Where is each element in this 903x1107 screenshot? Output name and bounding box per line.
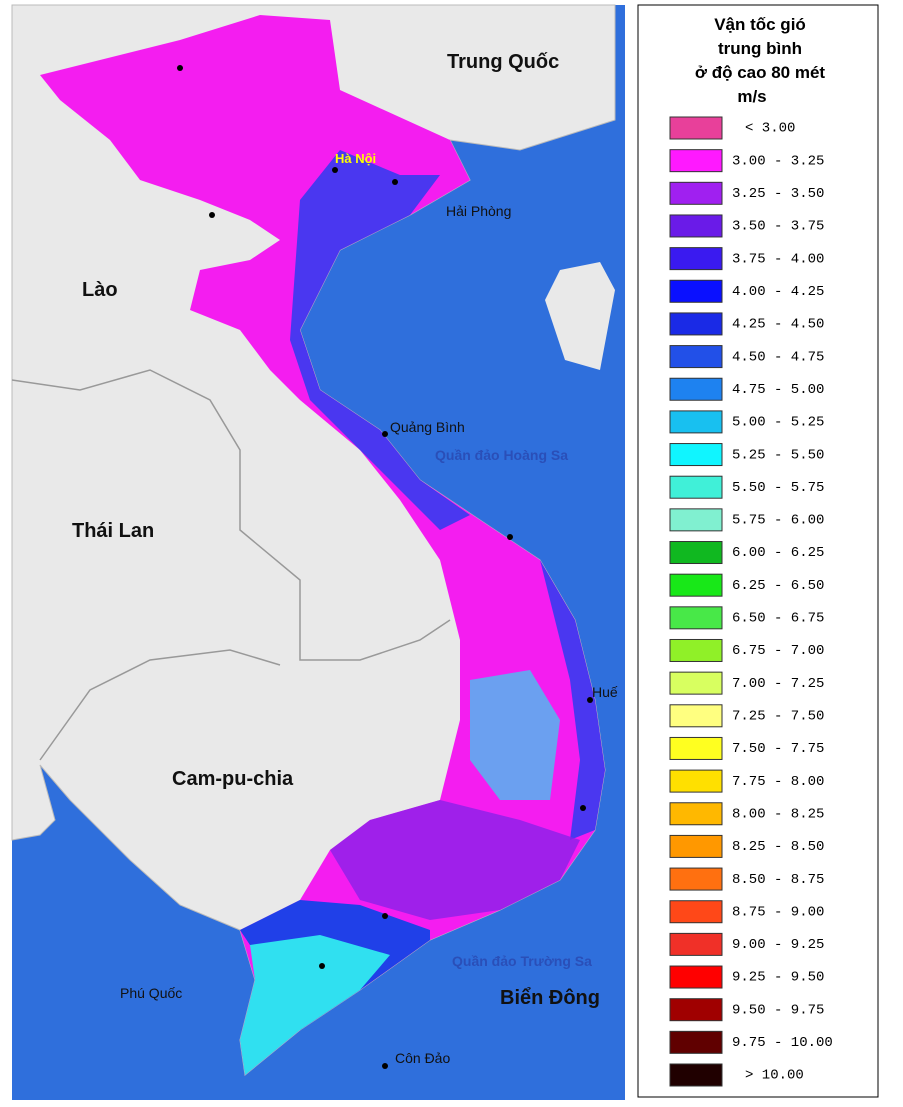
legend: Vận tốc gió trung bình ở độ cao 80 mét m… (637, 4, 879, 1098)
legend-label: 3.50 - 3.75 (732, 219, 824, 235)
legend-swatch (669, 410, 723, 434)
legend-label: 9.75 - 10.00 (732, 1035, 833, 1051)
hainan (545, 262, 615, 370)
legend-label: 7.75 - 8.00 (732, 774, 824, 790)
legend-swatch (669, 116, 723, 140)
legend-label: 6.75 - 7.00 (732, 643, 824, 659)
legend-label: 3.25 - 3.50 (732, 186, 824, 202)
south-zone (330, 800, 580, 920)
map-label: Quần đảo Hoàng Sa (435, 447, 568, 463)
legend-label: 7.25 - 7.50 (732, 708, 824, 724)
legend-swatch (669, 312, 723, 336)
legend-label: 5.00 - 5.25 (732, 415, 824, 431)
legend-swatch (669, 149, 723, 173)
coastal-zone (540, 560, 605, 840)
legend-swatch (669, 181, 723, 205)
legend-label: 8.25 - 8.50 (732, 839, 824, 855)
legend-label: < 3.00 (745, 121, 795, 137)
legend-swatch (669, 1030, 723, 1054)
legend-label: 8.75 - 9.00 (732, 904, 824, 920)
legend-label: > 10.00 (745, 1068, 804, 1084)
legend-swatch (669, 736, 723, 760)
legend-swatch (669, 475, 723, 499)
legend-swatch (669, 998, 723, 1022)
map-label: Côn Đảo (395, 1050, 450, 1066)
legend-swatch (669, 769, 723, 793)
legend-title: trung bình (718, 39, 802, 58)
map-label: Hải Phòng (446, 203, 511, 219)
legend-swatch (669, 247, 723, 271)
map-label: Quần đảo Trường Sa (452, 953, 592, 969)
legend-swatch (669, 834, 723, 858)
legend-label: 4.00 - 4.25 (732, 284, 824, 300)
legend-swatch (669, 1063, 723, 1087)
legend-swatch (669, 443, 723, 467)
coastal-zone (290, 150, 470, 530)
legend-label: 5.50 - 5.75 (732, 480, 824, 496)
legend-label: 8.00 - 8.25 (732, 806, 824, 822)
legend-title: Vận tốc gió (714, 15, 806, 34)
legend-label: 9.25 - 9.50 (732, 970, 824, 986)
legend-label: 4.25 - 4.50 (732, 317, 824, 333)
legend-label: 6.00 - 6.25 (732, 545, 824, 561)
map-label: Hà Nội (335, 151, 376, 166)
legend-swatch (669, 508, 723, 532)
legend-label: 7.00 - 7.25 (732, 676, 824, 692)
map-label: Huế (592, 684, 618, 700)
legend-swatch (669, 214, 723, 238)
legend-label: 9.50 - 9.75 (732, 1002, 824, 1018)
border (39, 649, 281, 761)
legend-unit: m/s (737, 87, 766, 106)
legend-label: 4.75 - 5.00 (732, 382, 824, 398)
legend-swatch (669, 541, 723, 565)
map-label: Lào (82, 279, 118, 301)
legend-swatch (669, 704, 723, 728)
city-dots (177, 65, 593, 1069)
legend-swatch (669, 377, 723, 401)
legend-swatch (669, 932, 723, 956)
legend-label: 7.50 - 7.75 (732, 741, 824, 757)
legend-label: 8.50 - 8.75 (732, 872, 824, 888)
legend-swatch (669, 638, 723, 662)
legend-swatch (669, 345, 723, 369)
legend-label: 5.75 - 6.00 (732, 513, 824, 529)
legend-label: 6.25 - 6.50 (732, 578, 824, 594)
legend-title: ở độ cao 80 mét (695, 63, 826, 82)
legend-swatch (669, 900, 723, 924)
legend-label: 9.00 - 9.25 (732, 937, 824, 953)
highland-zone (470, 670, 560, 800)
legend-label: 4.50 - 4.75 (732, 349, 824, 365)
map-label: Cam-pu-chia (172, 768, 294, 790)
map-label: Thái Lan (72, 520, 154, 542)
legend-swatch (669, 965, 723, 989)
map-label: Quảng Bình (390, 419, 465, 435)
legend-label: 3.00 - 3.25 (732, 153, 824, 169)
delta-zone (240, 935, 390, 1075)
legend-swatch (669, 867, 723, 891)
legend-label: 5.25 - 5.50 (732, 447, 824, 463)
legend-swatch (669, 671, 723, 695)
map-label: Biển Đông (500, 987, 600, 1009)
map: Trung Quốc Hà Nội Hải Phòng Lào Quảng Bì… (11, 4, 625, 1100)
legend-swatch (669, 606, 723, 630)
map-label: Phú Quốc (120, 985, 182, 1001)
legend-swatch (669, 279, 723, 303)
legend-swatch (669, 573, 723, 597)
legend-label: 3.75 - 4.00 (732, 251, 824, 267)
legend-label: 6.50 - 6.75 (732, 611, 824, 627)
map-label: Trung Quốc (447, 51, 559, 73)
legend-swatch (669, 802, 723, 826)
border (11, 369, 451, 661)
